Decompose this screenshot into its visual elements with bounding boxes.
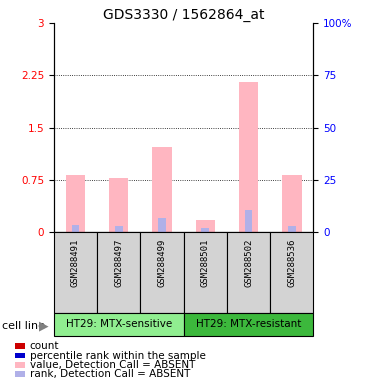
Bar [227,232,270,313]
Text: GSM288497: GSM288497 [114,239,123,287]
Bar [196,220,215,232]
Text: GSM288502: GSM288502 [244,239,253,287]
Bar [282,175,302,232]
Bar [288,226,296,232]
Bar [184,232,227,313]
Text: percentile rank within the sample: percentile rank within the sample [30,351,206,361]
Bar [270,232,313,313]
Bar [140,232,184,313]
Text: HT29: MTX-resistant: HT29: MTX-resistant [196,319,301,329]
Bar [54,313,184,336]
Text: rank, Detection Call = ABSENT: rank, Detection Call = ABSENT [30,369,190,379]
Text: HT29: MTX-sensitive: HT29: MTX-sensitive [66,319,172,329]
Bar [201,228,209,232]
Bar [158,218,166,232]
Text: cell line: cell line [2,321,45,331]
Text: ▶: ▶ [39,319,49,332]
Bar [54,232,97,313]
Text: GSM288499: GSM288499 [158,239,167,287]
Title: GDS3330 / 1562864_at: GDS3330 / 1562864_at [103,8,265,22]
Bar [109,178,128,232]
Bar [245,210,252,232]
Text: count: count [30,341,59,351]
Text: GSM288536: GSM288536 [288,239,296,287]
Text: GSM288501: GSM288501 [201,239,210,287]
Bar [152,147,172,232]
Bar [66,175,85,232]
Bar [184,313,313,336]
Bar [115,226,122,232]
Bar [72,225,79,232]
Text: value, Detection Call = ABSENT: value, Detection Call = ABSENT [30,360,195,370]
Text: GSM288491: GSM288491 [71,239,80,287]
Bar [97,232,140,313]
Bar [239,82,258,232]
